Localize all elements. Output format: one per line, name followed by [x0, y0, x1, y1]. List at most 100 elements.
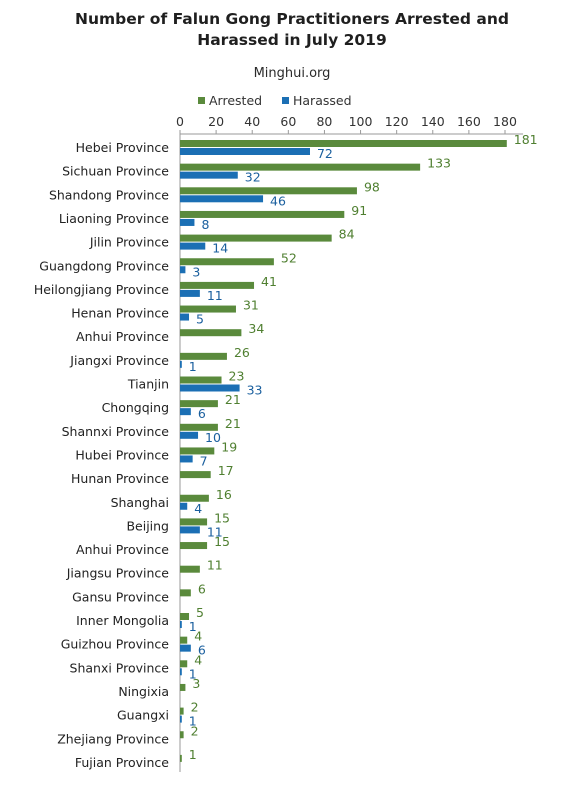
legend-label-harassed: Harassed: [293, 93, 352, 108]
category-label: Guangdong Province: [39, 258, 169, 273]
chart-subtitle: Minghui.org: [254, 66, 331, 81]
bar-harassed: [180, 148, 310, 155]
bar-arrested: [180, 683, 186, 691]
value-label-harassed: 7: [200, 453, 208, 468]
bar-arrested: [180, 140, 507, 147]
value-label-arrested: 15: [214, 510, 230, 525]
bar-arrested: [180, 636, 188, 644]
bar-harassed: [180, 502, 188, 510]
category-label: Jilin Province: [89, 235, 169, 250]
value-label-harassed: 46: [270, 193, 286, 208]
legend-label-arrested: Arrested: [209, 93, 262, 108]
category-label: Anhui Province: [76, 542, 169, 557]
bar-arrested: [180, 731, 184, 739]
bar-harassed: [180, 408, 191, 416]
bar-harassed: [180, 360, 182, 368]
value-label-arrested: 133: [427, 156, 451, 171]
value-label-arrested: 181: [514, 132, 538, 147]
bars: [180, 140, 507, 762]
category-label: Henan Province: [71, 306, 169, 321]
chart-title-line-2: Harassed in July 2019: [197, 31, 387, 49]
value-label-harassed: 32: [245, 170, 261, 185]
value-label-harassed: 6: [198, 643, 206, 658]
category-label: Gansu Province: [72, 589, 169, 604]
bar-arrested: [180, 542, 208, 550]
bar-harassed: [180, 195, 264, 203]
bar-harassed: [180, 715, 182, 723]
bar-arrested: [180, 305, 236, 313]
chart-title-line-1: Number of Falun Gong Practitioners Arres…: [75, 10, 509, 28]
bar-harassed: [180, 431, 199, 439]
category-label: Beijing: [126, 518, 169, 533]
value-label-arrested: 17: [218, 463, 234, 478]
value-label-arrested: 2: [191, 700, 199, 715]
category-label: Shanghai: [111, 495, 169, 510]
legend-swatch-arrested: [198, 97, 205, 104]
bar-arrested: [180, 187, 357, 195]
bar-arrested: [180, 754, 182, 762]
value-label-arrested: 34: [248, 321, 264, 336]
x-tick-label: 60: [280, 114, 296, 129]
value-label-arrested: 15: [214, 534, 230, 549]
category-label: Hebei Province: [76, 140, 170, 155]
value-label-arrested: 6: [198, 581, 206, 596]
category-label: Hunan Province: [71, 471, 169, 486]
category-label: Fujian Province: [75, 755, 169, 770]
bar-harassed: [180, 526, 200, 534]
value-label-harassed: 72: [317, 146, 333, 161]
category-label: Jiangsu Province: [66, 566, 170, 581]
category-label: Shannxi Province: [62, 424, 170, 439]
value-label-harassed: 10: [205, 430, 221, 445]
legend-swatch-harassed: [282, 97, 289, 104]
bar-arrested: [180, 589, 191, 597]
bar-arrested: [180, 707, 184, 715]
bar-harassed: [180, 289, 200, 297]
bar-arrested: [180, 447, 215, 455]
category-label: Heilongjiang Province: [34, 282, 169, 297]
value-label-arrested: 84: [339, 227, 355, 242]
value-label-harassed: 1: [189, 619, 197, 634]
category-label: Shanxi Province: [70, 660, 170, 675]
value-label-arrested: 1: [189, 747, 197, 762]
bar-arrested: [180, 494, 209, 502]
category-label: Jiangxi Province: [69, 353, 169, 368]
category-label: Liaoning Province: [59, 211, 169, 226]
value-label-arrested: 21: [225, 392, 241, 407]
x-tick-label: 80: [316, 114, 332, 129]
x-tick-label: 40: [244, 114, 260, 129]
value-label-arrested: 31: [243, 298, 259, 313]
value-label-arrested: 52: [281, 250, 297, 265]
category-label: Tianjin: [127, 377, 169, 392]
value-label-harassed: 8: [201, 217, 209, 232]
category-label: Sichuan Province: [62, 164, 169, 179]
x-tick-label: 20: [208, 114, 224, 129]
bar-arrested: [180, 352, 227, 360]
bar-arrested: [180, 210, 345, 218]
value-label-arrested: 19: [221, 439, 237, 454]
bar-harassed: [180, 218, 195, 226]
x-tick-label: 180: [493, 114, 517, 129]
value-label-arrested: 41: [261, 274, 277, 289]
value-label-arrested: 26: [234, 345, 250, 360]
category-label: Guangxi: [117, 708, 169, 723]
value-labels: 1817213332984691884145234111315342612333…: [189, 132, 538, 762]
bar-arrested: [180, 613, 190, 620]
value-label-arrested: 4: [194, 629, 202, 644]
bar-arrested: [180, 565, 200, 573]
value-label-arrested: 98: [364, 179, 380, 194]
value-label-arrested: 91: [351, 203, 367, 218]
category-label: Inner Mongolia: [76, 613, 169, 628]
bar-harassed: [180, 313, 190, 321]
value-label-arrested: 2: [191, 723, 199, 738]
value-label-harassed: 33: [247, 383, 263, 398]
x-axis: 0 20 40 60 80 100 120 140 160 180: [176, 114, 524, 772]
value-label-harassed: 11: [207, 524, 223, 539]
value-label-harassed: 3: [192, 264, 200, 279]
value-label-arrested: 16: [216, 487, 232, 502]
value-label-arrested: 23: [229, 369, 245, 384]
value-label-harassed: 1: [189, 359, 197, 374]
x-tick-label: 160: [457, 114, 481, 129]
value-label-harassed: 5: [196, 312, 204, 327]
value-label-arrested: 11: [207, 558, 223, 573]
